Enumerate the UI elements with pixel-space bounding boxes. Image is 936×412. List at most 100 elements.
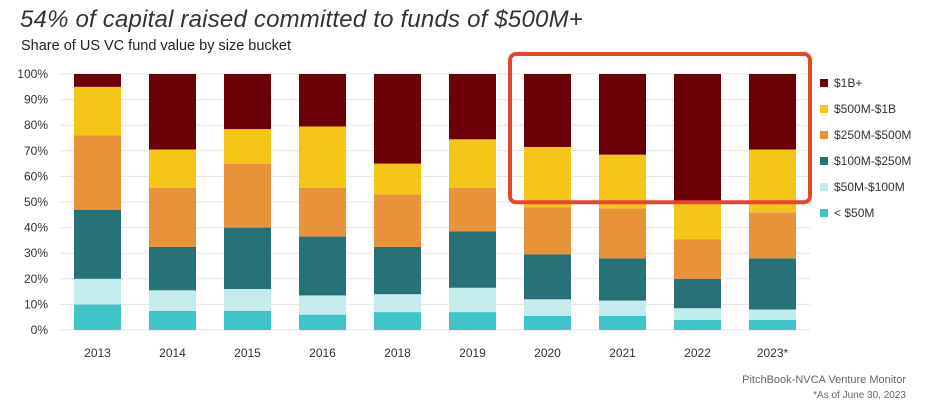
bar-segment-500m-1b <box>599 154 646 209</box>
y-tick-label: 90% <box>24 93 48 107</box>
bar-segment-lt-50m <box>374 312 421 330</box>
y-tick-label: 10% <box>24 297 48 311</box>
y-tick-label: 100% <box>17 67 48 81</box>
legend-item-100m-250m: $100M-$250M <box>820 148 911 174</box>
bar-segment-1b-plus <box>224 74 271 130</box>
legend-swatch <box>820 209 828 217</box>
y-tick-label: 20% <box>24 272 48 286</box>
bar-segment-lt-50m <box>224 310 271 330</box>
legend-swatch <box>820 79 828 87</box>
y-tick-label: 70% <box>24 144 48 158</box>
legend-label: $250M-$500M <box>834 128 912 142</box>
bar-segment-100m-250m <box>449 231 496 288</box>
bar-segment-250m-500m <box>374 194 421 247</box>
bar-segment-100m-250m <box>299 236 346 296</box>
bar-segment-250m-500m <box>524 207 571 255</box>
source-note: PitchBook-NVCA Venture Monitor <box>742 374 906 386</box>
bar-segment-250m-500m <box>74 135 121 210</box>
x-tick-label: 2022 <box>684 346 711 360</box>
bar-segment-100m-250m <box>149 246 196 291</box>
y-tick-label: 80% <box>24 118 48 132</box>
bar-segment-500m-1b <box>374 163 421 195</box>
bar-segment-1b-plus <box>524 74 571 147</box>
bar-segment-50m-100m <box>224 289 271 311</box>
bar-segment-250m-500m <box>449 187 496 232</box>
bar-segment-100m-250m <box>524 254 571 300</box>
x-tick-label: 2021 <box>609 346 636 360</box>
bar-segment-500m-1b <box>674 203 721 240</box>
bar-segment-lt-50m <box>599 315 646 330</box>
x-tick-label: 2013 <box>84 346 111 360</box>
legend-label: < $50M <box>834 206 875 220</box>
bar-segment-250m-500m <box>149 187 196 247</box>
bar-segment-100m-250m <box>374 246 421 295</box>
legend-swatch <box>820 105 828 113</box>
chart-subtitle: Share of US VC fund value by size bucket <box>21 38 292 54</box>
bar-segment-1b-plus <box>374 74 421 164</box>
y-axis-ticks: 0% 10% 20% 30% 40% 50% 60% 70% 80% 90% 100% <box>17 67 48 337</box>
legend-swatch <box>820 157 828 165</box>
legend-item-lt-50m: < $50M <box>820 200 911 226</box>
chart-title: 54% of capital raised committed to funds… <box>20 6 583 33</box>
legend: $1B+ $500M-$1B $250M-$500M $100M-$250M $50M-… <box>820 70 911 226</box>
y-tick-label: 0% <box>31 323 49 337</box>
y-tick-label: 30% <box>24 246 48 260</box>
bar-segment-lt-50m <box>449 312 496 330</box>
bar-segment-1b-plus <box>449 74 496 140</box>
y-tick-label: 60% <box>24 169 48 183</box>
bar-segment-lt-50m <box>524 315 571 330</box>
bar-segment-50m-100m <box>749 309 796 320</box>
bar-segment-50m-100m <box>299 295 346 315</box>
bar-segment-50m-100m <box>74 278 121 305</box>
bar-segment-50m-100m <box>149 290 196 311</box>
bar-segment-1b-plus <box>299 74 346 127</box>
bar-segment-1b-plus <box>149 74 196 150</box>
x-tick-label: 2023* <box>757 346 789 360</box>
legend-swatch <box>820 183 828 191</box>
bars <box>74 74 796 330</box>
bar-segment-50m-100m <box>524 299 571 316</box>
bar-segment-1b-plus <box>749 74 796 150</box>
date-footnote: *As of June 30, 2023 <box>813 390 906 401</box>
legend-item-250m-500m: $250M-$500M <box>820 122 911 148</box>
bar-segment-1b-plus <box>674 74 721 204</box>
bar-segment-lt-50m <box>674 319 721 330</box>
legend-item-50m-100m: $50M-$100M <box>820 174 911 200</box>
y-tick-label: 40% <box>24 221 48 235</box>
x-tick-label: 2018 <box>384 346 411 360</box>
bar-segment-100m-250m <box>224 227 271 290</box>
bar-segment-lt-50m <box>149 310 196 330</box>
bar-segment-500m-1b <box>299 126 346 188</box>
bar-segment-100m-250m <box>74 209 121 279</box>
bar-segment-500m-1b <box>149 149 196 188</box>
legend-label: $1B+ <box>834 76 863 90</box>
bar-segment-lt-50m <box>299 314 346 330</box>
bar-segment-250m-500m <box>299 187 346 237</box>
bar-segment-50m-100m <box>449 287 496 313</box>
x-tick-label: 2014 <box>159 346 186 360</box>
bar-segment-100m-250m <box>599 258 646 301</box>
bar-segment-250m-500m <box>749 212 796 259</box>
bar-segment-lt-50m <box>74 304 121 330</box>
bar-segment-250m-500m <box>599 208 646 259</box>
bar-segment-500m-1b <box>224 129 271 164</box>
legend-label: $50M-$100M <box>834 180 905 194</box>
y-tick-label: 50% <box>24 195 48 209</box>
bar-segment-500m-1b <box>74 86 121 136</box>
bar-segment-500m-1b <box>524 146 571 208</box>
bar-segment-50m-100m <box>674 308 721 320</box>
bar-segment-100m-250m <box>674 278 721 309</box>
bar-segment-50m-100m <box>374 294 421 313</box>
legend-item-1b-plus: $1B+ <box>820 70 911 96</box>
legend-item-500m-1b: $500M-$1B <box>820 96 911 122</box>
bar-segment-250m-500m <box>674 239 721 279</box>
legend-swatch <box>820 131 828 139</box>
x-tick-label: 2015 <box>234 346 261 360</box>
bar-segment-250m-500m <box>224 163 271 228</box>
bar-segment-1b-plus <box>74 74 121 87</box>
bar-segment-500m-1b <box>449 139 496 188</box>
legend-label: $100M-$250M <box>834 154 912 168</box>
bar-segment-100m-250m <box>749 258 796 310</box>
highlight-rectangle <box>508 52 812 205</box>
